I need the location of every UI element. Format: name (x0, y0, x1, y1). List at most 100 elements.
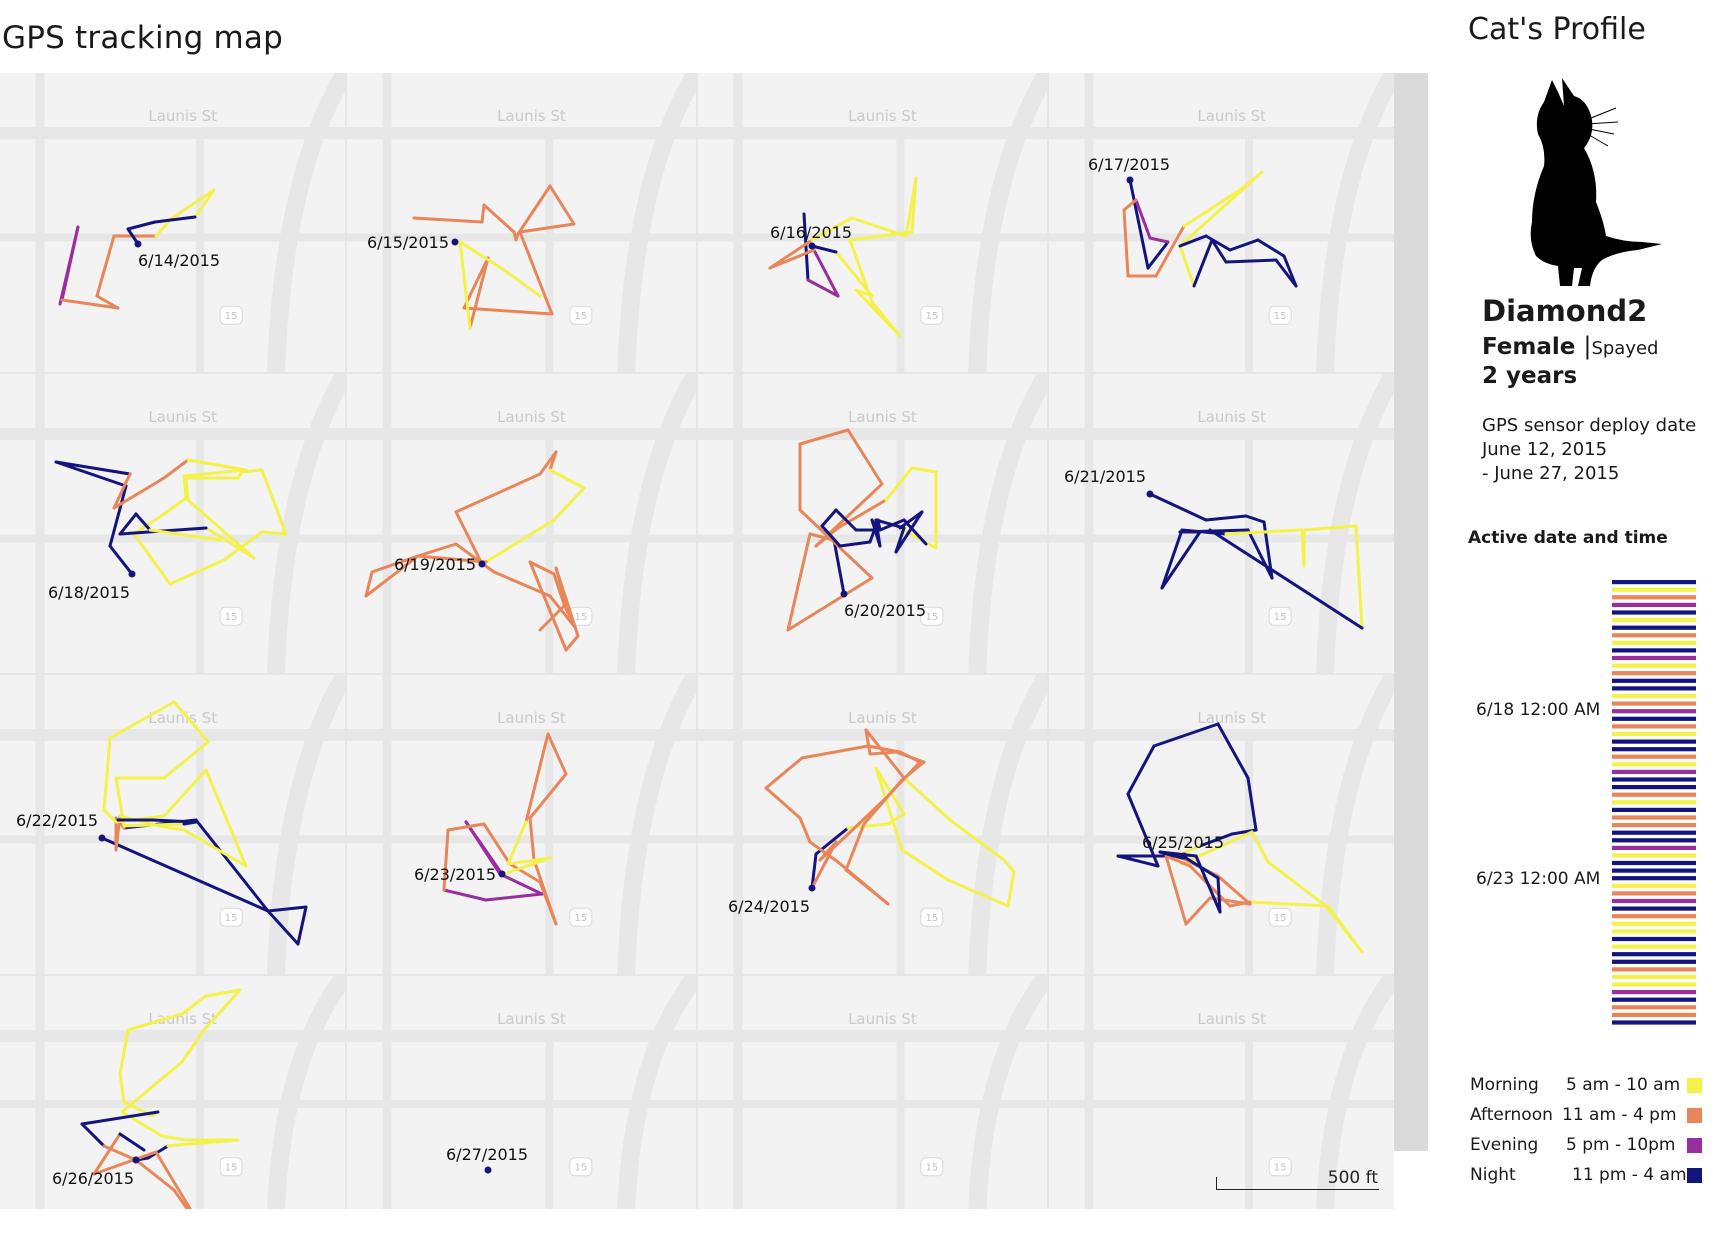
activity-stripe (1612, 1005, 1696, 1010)
street-label: Launis St (848, 1010, 917, 1028)
gps-path-segment (446, 822, 486, 832)
map-tile[interactable]: Launis St 15 6/20/2015 (698, 374, 1047, 673)
gps-path-segment (508, 862, 542, 884)
map-tile-canvas[interactable]: Launis St 156/20/2015 (698, 374, 1047, 673)
gps-path-segment (468, 256, 490, 330)
gps-path-segment (898, 510, 924, 530)
gps-path-segment (524, 732, 550, 824)
map-tile[interactable]: Launis St 15 6/24/2015 (698, 675, 1047, 974)
map-tile[interactable]: Launis St 15 6/14/2015 (0, 73, 345, 372)
gps-path-segment (1216, 874, 1252, 906)
map-tile[interactable]: Launis St 15 6/18/2015 (0, 374, 345, 673)
street-label: Launis St (1197, 709, 1266, 727)
gps-path-segment (260, 530, 288, 536)
activity-stripe (1612, 982, 1696, 987)
vertical-scrollbar[interactable] (1394, 73, 1428, 1151)
map-tile-canvas[interactable]: Launis St 15 6/25/2015 (1049, 675, 1394, 974)
gps-path-segment (800, 744, 870, 760)
gps-path-segment (1154, 224, 1186, 278)
gps-path-segment (1204, 234, 1232, 252)
gps-path-segment (454, 510, 484, 566)
gps-path-segment (54, 460, 132, 476)
map-tile-canvas[interactable]: Launis St 15 6/22/2015 (0, 675, 345, 974)
map-tile[interactable]: Launis St 15 6/23/2015 (347, 675, 696, 974)
gps-path-segment (162, 768, 208, 818)
gps-path-segment (502, 856, 552, 876)
activity-stripe (1612, 853, 1696, 858)
map-tile-canvas[interactable]: Launis St 15 (698, 976, 1047, 1209)
map-tile-canvas[interactable]: Launis St 15 6/19/2015 (347, 374, 696, 673)
gps-path-segment (1126, 792, 1160, 868)
gps-path-segment (482, 203, 516, 234)
map-tile[interactable]: Launis St 15 6/21/2015 (1049, 374, 1394, 673)
gps-path-segment (768, 248, 816, 270)
gps-path-segment (836, 860, 890, 906)
map-tile-canvas[interactable]: Launis St 15 6/23/2015 (347, 675, 696, 974)
map-tile[interactable]: Launis St 15 6/25/2015 (1049, 675, 1394, 974)
map-grid[interactable]: Launis St 15 6/14/2015 Launis St 15 6/15/2015… (0, 73, 1394, 1209)
gps-path-segment (1122, 198, 1138, 212)
start-point-marker (478, 560, 486, 568)
gps-path-segment (538, 602, 568, 632)
gps-path-segment (874, 518, 906, 530)
gps-path-segment (1148, 236, 1170, 244)
date-label: 6/20/2015 (844, 601, 926, 620)
map-tile-canvas[interactable]: Launis St 15 6/18/2015 (0, 374, 345, 673)
gps-path-segment (1122, 208, 1130, 278)
map-tile-canvas[interactable]: Launis St 15 6/14/2015 (0, 73, 345, 372)
gps-path-segment (900, 848, 950, 882)
gps-path-segment (1198, 832, 1234, 848)
gps-path-segment (1224, 528, 1304, 536)
gps-path-segment (1146, 240, 1170, 270)
gps-path-segment (810, 840, 838, 890)
map-tile[interactable]: Launis St 15 6/17/2015 (1049, 73, 1394, 372)
map-tile-canvas[interactable]: Launis St 15 6/16/2015 (698, 73, 1047, 372)
gps-path-segment (132, 512, 166, 536)
date-label: 6/19/2015 (394, 555, 476, 574)
map-tile-canvas[interactable]: Launis St 15 6/26/2015 (0, 976, 345, 1209)
cat-silhouette-icon (1530, 78, 1662, 286)
street-label: Launis St (497, 709, 566, 727)
svg-text:15: 15 (925, 913, 938, 924)
gps-path-segment (182, 468, 248, 478)
map-tile[interactable]: Launis St 15 6/19/2015 (347, 374, 696, 673)
start-point-marker (98, 834, 106, 842)
legend-name: Morning (1470, 1075, 1539, 1095)
map-tile[interactable]: Launis St 15 (698, 976, 1047, 1209)
map-tile-canvas[interactable]: Launis St 15 (1049, 976, 1394, 1209)
gps-path-segment (528, 560, 556, 576)
gps-path-segment (854, 288, 902, 338)
map-tile-canvas[interactable]: Launis St 15 6/17/2015 (1049, 73, 1394, 372)
date-label: 6/15/2015 (367, 233, 449, 252)
gps-path-segment (134, 1158, 176, 1192)
map-tile-canvas[interactable]: Launis St 15 6/15/2015 (347, 73, 696, 372)
gps-path-segment (458, 240, 472, 330)
street-label: Launis St (1197, 1010, 1266, 1028)
map-tile[interactable]: Launis St 15 6/22/2015 (0, 675, 345, 974)
activity-stripe (1612, 876, 1696, 881)
legend-time-range: 5 pm - 10pm (1566, 1135, 1676, 1155)
gps-path-segment (118, 1028, 130, 1076)
map-tile-canvas[interactable]: Launis St 15 6/27/2015 (347, 976, 696, 1209)
map-tile[interactable]: Launis St 15 (1049, 976, 1394, 1209)
map-tile-canvas[interactable]: Launis St 15 6/24/2015 (698, 675, 1047, 974)
map-tile-canvas[interactable]: Launis St 15 6/21/2015 (1049, 374, 1394, 673)
gps-path-segment (186, 458, 248, 472)
activity-stripe (1612, 754, 1696, 759)
activity-tick-label: 6/23 12:00 AM (1476, 869, 1601, 889)
gps-path-segment (506, 820, 528, 866)
map-tile[interactable]: Launis St 15 6/15/2015 (347, 73, 696, 372)
route-shield-icon: 15 (1268, 606, 1292, 626)
start-point-marker (1146, 490, 1154, 498)
activity-stripe (1612, 762, 1696, 767)
activity-stripe (1612, 655, 1696, 661)
svg-text:15: 15 (925, 311, 938, 322)
map-tile[interactable]: Launis St 15 6/16/2015 (698, 73, 1047, 372)
gps-path-segment (528, 772, 568, 820)
gps-path-segment (874, 766, 904, 852)
gps-path-segment (808, 840, 840, 864)
map-tile[interactable]: Launis St 15 6/26/2015 (0, 976, 345, 1209)
gps-path-segment (552, 572, 566, 606)
map-tile[interactable]: Launis St 15 6/27/2015 (347, 976, 696, 1209)
gps-path-segment (1160, 530, 1202, 590)
